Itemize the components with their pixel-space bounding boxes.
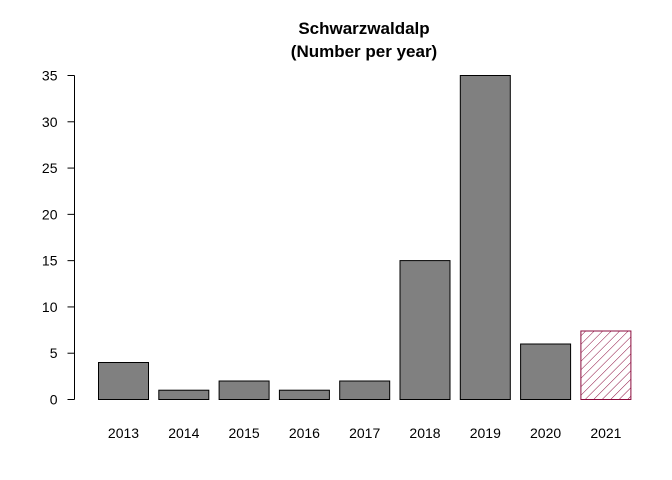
y-tick-label: 25	[42, 160, 58, 176]
bar-2015	[218, 380, 270, 400]
bar-2018	[399, 260, 451, 400]
x-tick-label: 2015	[229, 425, 260, 441]
x-tick-label: 2018	[409, 425, 440, 441]
x-tick-label: 2019	[470, 425, 501, 441]
x-tick-label: 2020	[530, 425, 561, 441]
bar-2020	[520, 343, 572, 400]
bar-2014	[158, 389, 210, 401]
bar-2016	[278, 389, 330, 401]
y-axis: 0 5 10 15 20 25 30 35	[42, 68, 75, 408]
x-tick-label: 2013	[108, 425, 139, 441]
y-tick-label: 0	[50, 392, 58, 408]
y-tick-label: 35	[42, 68, 58, 84]
y-tick-label: 15	[42, 253, 58, 269]
bars-group	[98, 75, 632, 401]
bar-2017	[339, 380, 391, 400]
x-axis-labels: 2013 2014 2015 2016 2017 2018 2019 2020 2021	[108, 425, 622, 441]
chart-title-line2: (Number per year)	[291, 42, 437, 61]
y-tick-label: 20	[42, 206, 58, 222]
chart-title-line1: Schwarzwaldalp	[298, 19, 429, 38]
x-tick-label: 2021	[590, 425, 621, 441]
bar-2013	[98, 362, 149, 400]
y-tick-label: 30	[42, 114, 58, 130]
x-tick-label: 2017	[349, 425, 380, 441]
y-tick-label: 5	[50, 345, 58, 361]
bar-2021-highlighted	[580, 330, 632, 400]
y-tick-label: 10	[42, 299, 58, 315]
bar-2019	[459, 75, 511, 400]
x-tick-label: 2016	[289, 425, 320, 441]
x-tick-label: 2014	[168, 425, 199, 441]
